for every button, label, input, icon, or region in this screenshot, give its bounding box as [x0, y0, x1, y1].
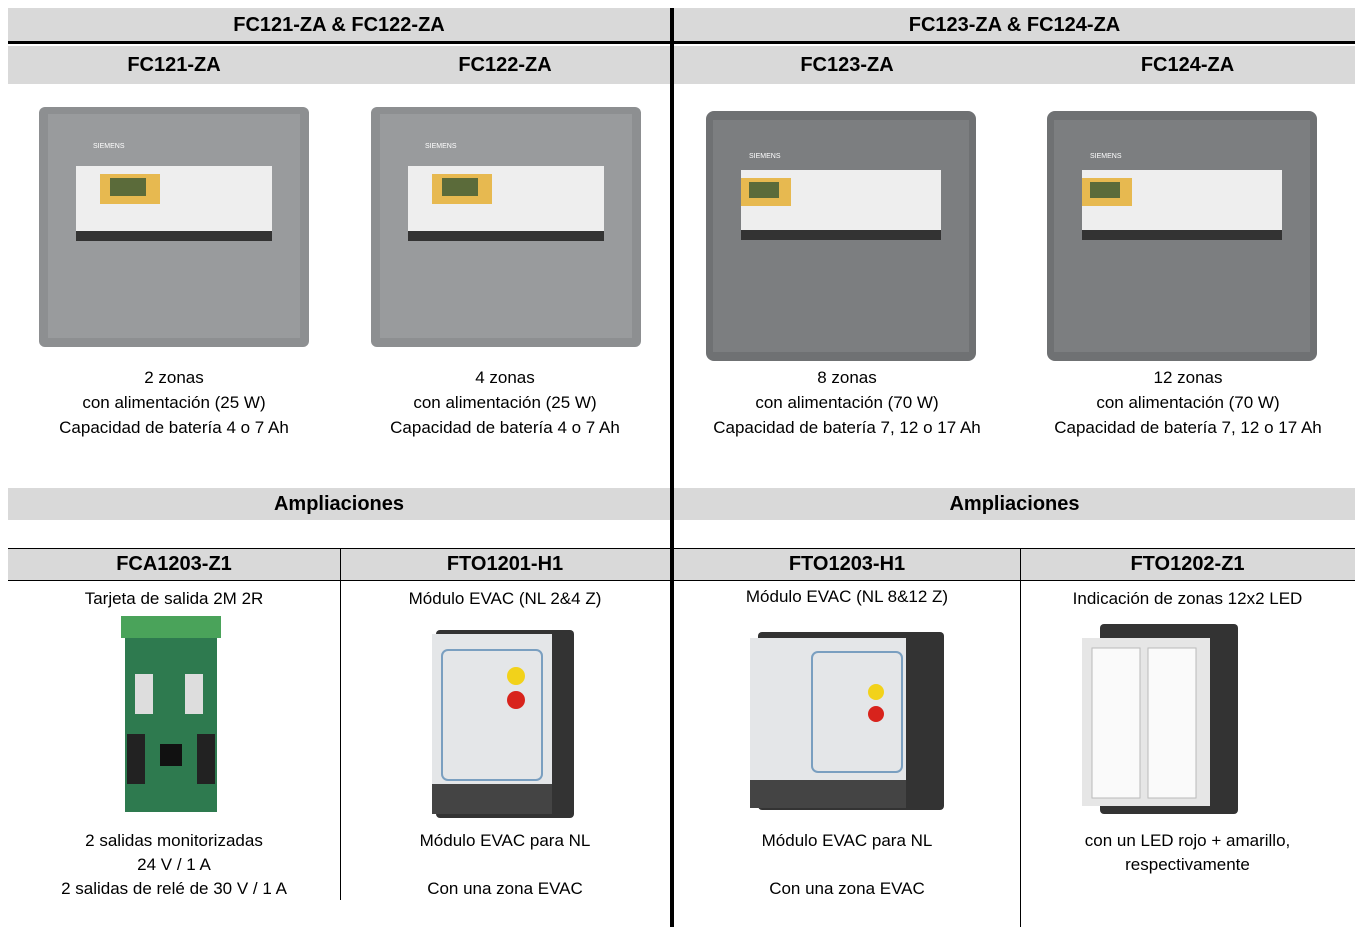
led-module-image [1082, 624, 1238, 814]
text-line: 24 V / 1 A [137, 855, 211, 874]
expansions-band [8, 488, 1355, 520]
expansion-name: FCA1203-Z1 [116, 553, 232, 575]
rule [8, 580, 1355, 581]
panel-image: SIEMENS [706, 111, 976, 361]
model-band [8, 46, 1355, 84]
text-line: Con una zona EVAC [427, 879, 583, 898]
svg-text:SIEMENS: SIEMENS [749, 153, 781, 160]
panel-image: SIEMENS [39, 107, 309, 347]
text-line: Capacidad de batería 4 o 7 Ah [59, 418, 289, 437]
text-line: 2 zonas [144, 368, 204, 387]
text-line: con un LED rojo + amarillo, respectivame… [1084, 831, 1291, 874]
text-line: Módulo EVAC para NL [761, 831, 933, 850]
model-info: 8 zonas con alimentación (70 W) Capacida… [702, 365, 992, 440]
model-name: FC121-ZA [127, 54, 221, 76]
expansion-name: FTO1202-Z1 [1130, 553, 1245, 575]
model-name: FC124-ZA [1140, 54, 1235, 76]
text-line: con alimentación (25 W) [413, 393, 597, 412]
model-info: 4 zonas con alimentación (25 W) Capacida… [340, 365, 670, 440]
svg-text:SIEMENS: SIEMENS [425, 143, 457, 150]
model-info: 2 zonas con alimentación (25 W) Capacida… [8, 365, 340, 440]
expansion-name: FTO1201-H1 [446, 553, 564, 575]
svg-text:SIEMENS: SIEMENS [93, 143, 125, 150]
panel-image: SIEMENS [1047, 111, 1317, 361]
rule [8, 41, 1355, 44]
evac-module-image [750, 632, 944, 810]
expansion-subtitle: Módulo EVAC (NL 2&4 Z) [408, 589, 602, 608]
text-line: 8 zonas [817, 368, 877, 387]
model-name: FC122-ZA [458, 54, 552, 76]
expansion-subtitle: Módulo EVAC (NL 8&12 Z) [745, 587, 949, 606]
text-line: con alimentación (70 W) [755, 393, 939, 412]
text-line: 2 salidas monitorizadas [85, 831, 263, 850]
text-line: Capacidad de batería 4 o 7 Ah [390, 418, 620, 437]
expansion-info: con un LED rojo + amarillo, respectivame… [1050, 829, 1325, 877]
text-line: Módulo EVAC para NL [419, 831, 591, 850]
section-title: FC123-ZA & FC124-ZA [908, 14, 1121, 36]
expansion-info: 2 salidas monitorizadas 24 V / 1 A 2 sal… [8, 829, 340, 901]
expansion-info: Módulo EVAC para NL Con una zona EVAC [674, 829, 1020, 901]
text-line: 12 zonas [1153, 368, 1223, 387]
expansion-info: Módulo EVAC para NL Con una zona EVAC [340, 829, 670, 901]
divider [1020, 548, 1021, 927]
expansions-title: Ampliaciones [273, 493, 405, 515]
expansions-title: Ampliaciones [949, 493, 1080, 515]
model-name: FC123-ZA [800, 54, 894, 76]
text-line: 4 zonas [475, 368, 535, 387]
text-line: con alimentación (25 W) [82, 393, 266, 412]
rule [8, 548, 1355, 549]
divider [340, 548, 341, 900]
expansion-subtitle: Tarjeta de salida 2M 2R [84, 589, 264, 608]
expansion-name: FTO1203-H1 [788, 553, 906, 575]
evac-module-image [432, 630, 574, 818]
model-info: 12 zonas con alimentación (70 W) Capacid… [1043, 365, 1333, 440]
text-line: con alimentación (70 W) [1096, 393, 1280, 412]
text-line: Con una zona EVAC [769, 879, 925, 898]
panel-image: SIEMENS [371, 107, 641, 347]
header-band [8, 8, 1355, 42]
text-line: 2 salidas de relé de 30 V / 1 A [61, 879, 287, 898]
section-title: FC121-ZA & FC122-ZA [233, 14, 445, 36]
text-line: Capacidad de batería 7, 12 o 17 Ah [1054, 418, 1322, 437]
svg-text:SIEMENS: SIEMENS [1090, 153, 1122, 160]
expansion-header-band [8, 549, 1355, 580]
board-image [121, 616, 221, 812]
text-line: Capacidad de batería 7, 12 o 17 Ah [713, 418, 981, 437]
expansion-subtitle: Indicación de zonas 12x2 LED [1072, 589, 1303, 608]
divider [670, 8, 674, 927]
